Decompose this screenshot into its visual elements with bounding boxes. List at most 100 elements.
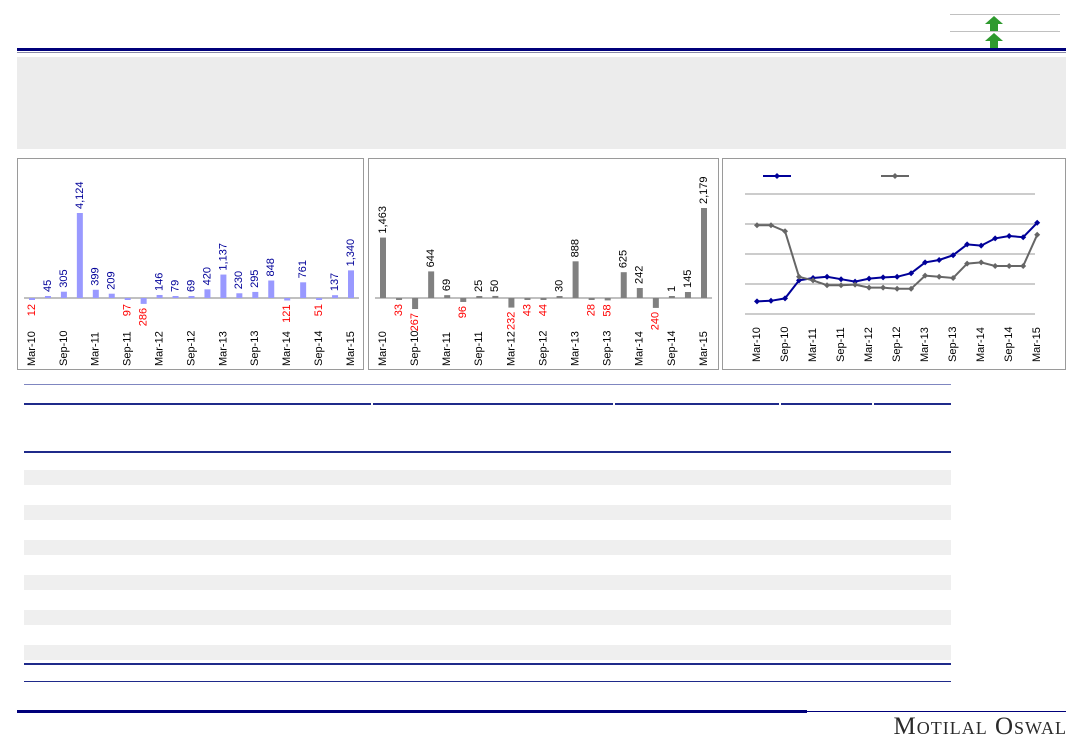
data-label: 50	[489, 280, 501, 292]
bar	[236, 293, 243, 298]
bar-chart-1: 12 Mar-10 45 305 Sep-10 4,124 399 Mar-11 209 97 Se…	[24, 181, 359, 366]
series-point	[852, 281, 859, 288]
x-tick-label: Sep-10	[779, 327, 791, 362]
table-row	[24, 610, 951, 625]
bar	[412, 298, 419, 310]
bar	[316, 298, 323, 300]
x-tick-label: Sep-10	[409, 331, 421, 366]
data-label: 230	[233, 271, 245, 289]
data-label: 761	[297, 260, 309, 278]
footer-rule	[17, 710, 807, 713]
data-label: 30	[553, 280, 565, 292]
x-tick-label: Sep-13	[602, 331, 614, 366]
series-point	[1006, 263, 1013, 269]
rating-divider	[950, 31, 1060, 32]
x-tick-label: Mar-15	[698, 331, 710, 366]
series-point	[950, 275, 957, 281]
x-tick-label: Mar-15	[345, 331, 357, 366]
bar	[140, 298, 147, 304]
bar	[76, 213, 83, 298]
x-tick-label: Mar-12	[863, 327, 875, 362]
bar	[684, 292, 691, 298]
column-rule	[373, 403, 613, 405]
bar	[108, 293, 115, 298]
data-label: 625	[618, 250, 630, 268]
x-tick-label: Sep-12	[891, 327, 903, 362]
series-point	[810, 277, 817, 284]
data-label: 286	[138, 308, 150, 326]
bar	[284, 298, 291, 301]
data-label: 69	[185, 280, 197, 292]
bar	[588, 298, 595, 300]
data-label: 4,124	[74, 181, 86, 209]
data-label: 12	[26, 304, 38, 316]
table-row	[24, 645, 951, 660]
data-label: 399	[90, 267, 102, 285]
bar	[428, 271, 435, 298]
series-point	[1006, 233, 1013, 239]
table-header-rule	[24, 451, 951, 453]
bar	[268, 280, 275, 298]
x-tick-label: Sep-14	[1003, 327, 1015, 362]
chart-frame-1: 12 Mar-10 45 305 Sep-10 4,124 399 Mar-11 209 97 Se…	[17, 158, 364, 370]
x-tick-label: Sep-13	[249, 331, 261, 366]
bar	[300, 282, 307, 298]
bar	[524, 298, 531, 300]
data-table	[24, 384, 951, 684]
data-label: 295	[249, 270, 261, 288]
table-row	[24, 540, 951, 555]
data-label: 146	[154, 273, 166, 291]
series-point	[838, 282, 845, 289]
series-point	[894, 273, 901, 280]
data-label: 58	[602, 304, 614, 316]
data-label: 121	[281, 304, 293, 322]
series-point	[1034, 219, 1041, 226]
series-point	[978, 259, 985, 266]
up-arrow-icon	[985, 16, 1003, 31]
data-label: 43	[521, 304, 533, 316]
bar	[701, 208, 707, 298]
bar	[444, 295, 451, 298]
bar	[492, 295, 499, 298]
series-point	[880, 284, 887, 291]
x-tick-label: Mar-14	[634, 331, 646, 366]
data-label: 51	[313, 304, 325, 316]
x-tick-label: Mar-14	[975, 327, 987, 362]
data-label: 45	[42, 280, 54, 292]
x-tick-label: Sep-11	[122, 331, 134, 366]
series-point	[880, 274, 887, 281]
data-label: 305	[58, 269, 70, 287]
x-tick-label: Sep-10	[58, 331, 70, 366]
legend-marker	[892, 173, 898, 179]
bar	[620, 272, 627, 298]
summary-band	[17, 57, 1066, 149]
chart-frame-3: Mar-10 Sep-10 Mar-11 Sep-11 Mar-12 Sep-12 Mar-…	[722, 158, 1066, 370]
series-point	[992, 263, 999, 269]
data-label: 267	[409, 313, 421, 331]
bar	[540, 298, 547, 300]
data-label: 888	[570, 239, 582, 257]
data-label: 1,463	[377, 206, 389, 234]
data-label: 28	[586, 304, 598, 316]
data-label: 69	[441, 279, 453, 291]
x-tick-label: Sep-12	[185, 331, 197, 366]
data-label: 848	[265, 258, 277, 276]
series-point	[754, 222, 760, 229]
data-label: 33	[393, 304, 405, 316]
series-point	[1020, 263, 1027, 269]
x-tick-label: Mar-13	[919, 327, 931, 362]
bar	[572, 261, 579, 298]
x-tick-label: Sep-13	[947, 327, 959, 362]
column-rule	[781, 403, 872, 405]
series-point	[838, 276, 845, 283]
x-tick-label: Mar-11	[441, 332, 453, 366]
x-tick-label: Mar-12	[154, 331, 166, 366]
data-label: 240	[650, 312, 662, 330]
series-point	[964, 260, 971, 267]
bar	[124, 298, 131, 300]
x-tick-label: Sep-11	[473, 331, 485, 366]
data-label: 232	[505, 312, 517, 330]
bar	[188, 296, 195, 298]
data-label: 79	[169, 280, 181, 292]
series-point	[782, 295, 789, 302]
